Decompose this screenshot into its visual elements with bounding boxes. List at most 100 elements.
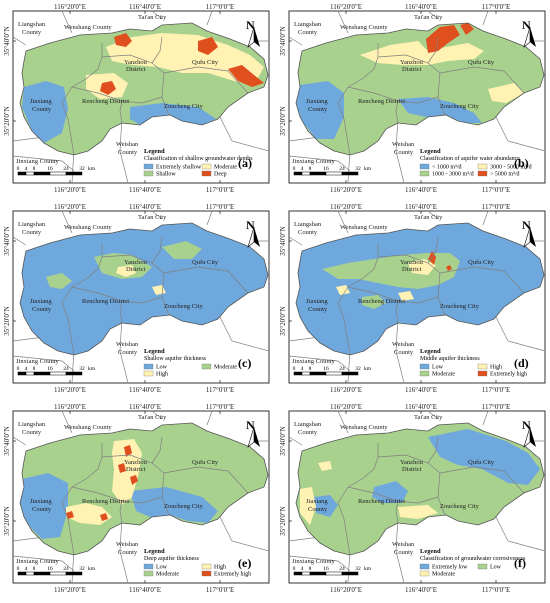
district-boundary <box>151 436 163 464</box>
scale-unit-label: km <box>88 166 96 172</box>
left-coord-label: 35°40'0"N <box>279 226 287 255</box>
scale-tick-label: 0 <box>293 566 296 572</box>
place-taian: Tai'an City <box>138 14 167 21</box>
legend-item-label: Low <box>156 565 168 571</box>
external-boundary <box>482 210 489 226</box>
external-boundary <box>493 512 546 552</box>
map-panel-e: 116°20'0"E 116°20'0"E 116°40'0"E 116°40'0"E… <box>2 401 272 598</box>
legend-swatch <box>143 370 154 377</box>
external-boundary <box>12 236 27 246</box>
place-qufu: Qufu City <box>192 459 219 466</box>
district-boundary <box>337 486 351 555</box>
place-jiaxiang-county: County <box>308 306 328 313</box>
scale-tick-label: 16 <box>323 366 329 372</box>
legend-item-label: Moderate <box>432 372 455 378</box>
panel-tag: (c) <box>238 356 251 370</box>
legend-item-label: Shallow <box>156 172 176 178</box>
legend-swatch <box>477 363 488 370</box>
district-boundary <box>163 66 249 94</box>
bottom-coord-label: 116°40'0"E <box>405 386 437 394</box>
legend-title: Legend <box>420 348 441 355</box>
legend-swatch <box>477 370 488 377</box>
district-boundary <box>427 436 439 464</box>
district-boundary <box>61 86 75 155</box>
legend-swatch <box>419 563 430 570</box>
district-boundary <box>161 72 171 116</box>
blue-zone <box>398 97 482 123</box>
bottom-coord-label: 116°20'0"E <box>54 586 86 594</box>
place-jiaxiang: Jiaxiang <box>306 298 328 305</box>
place-weishan: Weishan <box>116 141 139 148</box>
external-boundary <box>12 436 27 446</box>
place-liangshan-county: County <box>22 29 42 36</box>
blue-zone <box>20 473 68 539</box>
legend-item-label: Low <box>490 565 502 571</box>
scale-tick-label: 32 <box>355 566 361 572</box>
district-boundary <box>437 72 447 116</box>
place-rencheng: Rencheng District <box>358 298 405 305</box>
place-taian: Tai'an City <box>138 214 167 221</box>
legend-subtitle: Middle aquifer thickness <box>420 355 480 362</box>
place-liangshan-county: County <box>298 429 318 436</box>
base-zone <box>296 23 544 155</box>
north-label: N <box>522 18 531 32</box>
top-coord-label: 117°0'0"E <box>206 3 234 11</box>
place-zoucheng: Zoucheng City <box>164 503 204 510</box>
external-boundary <box>288 355 351 372</box>
north-arrow-icon <box>247 226 260 248</box>
district-boundary <box>337 286 351 355</box>
scale-tick-label: 32 <box>79 366 85 372</box>
panel-tag: (a) <box>238 156 252 170</box>
place-yanzhou: Yanzhou <box>124 259 148 266</box>
scale-tick-label: 0 <box>17 366 20 372</box>
scale-bar <box>17 171 83 176</box>
top-coord-label: 116°40'0"E <box>129 403 161 411</box>
blue-zone <box>130 103 216 125</box>
place-jinxiang: Jinxiang County <box>16 158 60 165</box>
legend-item-label: Extremely high <box>490 372 527 378</box>
bottom-coord-label: 116°40'0"E <box>405 586 437 594</box>
yellow-zone <box>336 285 350 295</box>
legend-item-label: Moderate <box>156 572 179 578</box>
external-boundary <box>151 210 163 220</box>
legend-item-label: High <box>156 372 168 378</box>
scale-tick-label: 32 <box>79 166 85 172</box>
legend-swatch <box>419 170 430 177</box>
place-liangshan-county: County <box>22 229 42 236</box>
blue-zone <box>296 81 344 139</box>
legend-item-label: Deep <box>214 172 227 178</box>
place-yanzhou-district: District <box>126 466 146 473</box>
place-weishan-county: County <box>394 349 414 356</box>
yellow-zone <box>300 487 316 525</box>
green-zone <box>362 295 386 309</box>
place-jiaxiang-county: County <box>308 506 328 513</box>
place-taian: Tai'an City <box>414 414 443 421</box>
left-coord-label: 35°40'0"N <box>3 26 11 55</box>
study-area-outline <box>19 422 269 556</box>
study-area <box>296 423 544 555</box>
external-boundary <box>119 316 129 384</box>
place-wenshang: Wenshang County <box>340 24 388 31</box>
scale-unit-label: km <box>364 166 372 172</box>
legend-title: Legend <box>420 148 441 155</box>
legend-subtitle: Shallow aquifer thickness <box>144 355 207 362</box>
blue-zone <box>22 81 68 143</box>
scale-tick-label: 16 <box>47 166 53 172</box>
district-boundary <box>395 100 399 124</box>
bottom-coord-label: 117°0'0"E <box>206 586 234 594</box>
panel-tag: (e) <box>238 556 251 570</box>
legend-item-label: Extremely low <box>432 565 468 571</box>
place-rencheng: Rencheng District <box>82 98 129 105</box>
legend-swatch <box>201 163 212 170</box>
scale-bar <box>17 371 83 376</box>
external-boundary <box>493 112 546 152</box>
place-jinxiang: Jinxiang County <box>292 358 336 365</box>
map-svg-c: 116°20'0"E 116°20'0"E 116°40'0"E 116°40'0"E… <box>3 203 270 394</box>
place-wenshang: Wenshang County <box>340 424 388 431</box>
district-boundary <box>163 466 249 494</box>
place-weishan-county: County <box>118 349 138 356</box>
scale-tick-label: 24 <box>63 566 69 572</box>
district-boundary <box>71 443 103 488</box>
